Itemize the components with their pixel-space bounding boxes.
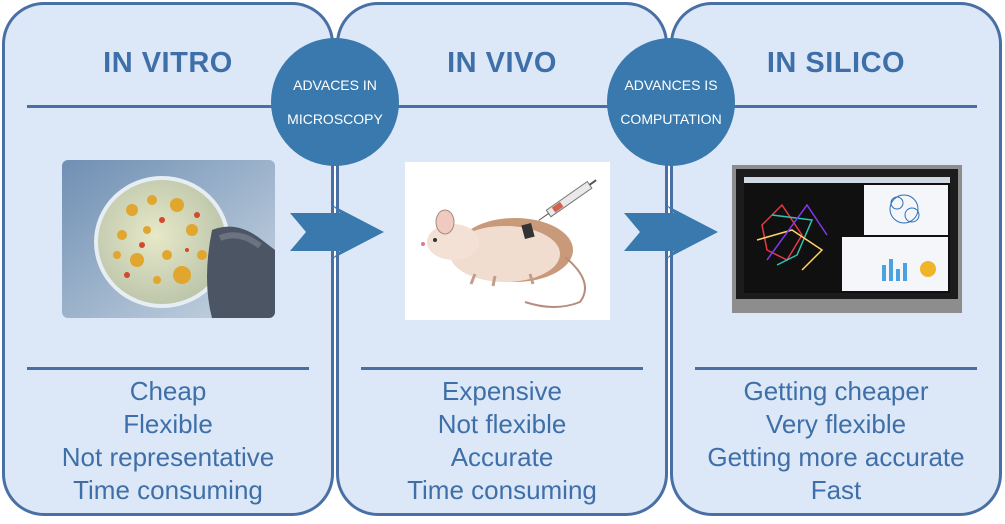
panel-title: IN VIVO: [447, 47, 557, 79]
badge-line: ADVANCES IS: [624, 76, 718, 93]
list-item: Accurate: [450, 442, 554, 472]
list-item: Time consuming: [73, 475, 263, 505]
lab-mouse-image: [405, 162, 610, 320]
transition-badge-microscopy: ADVACES IN MICROSCOPY: [271, 38, 399, 166]
attribute-list: Cheap Flexible Not representative Time c…: [5, 375, 331, 507]
list-item: Very flexible: [765, 409, 907, 439]
attribute-list: Expensive Not flexible Accurate Time con…: [339, 375, 665, 507]
divider: [361, 105, 643, 108]
list-item: Cheap: [129, 376, 207, 406]
petri-dish-image: [62, 160, 275, 318]
attribute-list: Getting cheaper Very flexible Getting mo…: [673, 375, 999, 507]
list-item: Getting cheaper: [743, 376, 929, 406]
list-item: Not representative: [61, 442, 275, 472]
panel-title: IN VITRO: [103, 47, 233, 79]
list-item: Not flexible: [437, 409, 567, 439]
transition-badge-computation: ADVANCES IS COMPUTATION: [607, 38, 735, 166]
divider: [695, 367, 977, 370]
badge-line: MICROSCOPY: [287, 110, 383, 127]
right-arrow-icon: [624, 205, 718, 259]
list-item: Time consuming: [407, 475, 597, 505]
panel-title: IN SILICO: [766, 47, 906, 79]
divider: [27, 367, 309, 370]
badge-line: ADVACES IN: [293, 76, 377, 93]
list-item: Getting more accurate: [707, 442, 965, 472]
right-arrow-icon: [290, 205, 384, 259]
divider: [695, 105, 977, 108]
list-item: Fast: [810, 475, 862, 505]
badge-line: COMPUTATION: [620, 110, 722, 127]
divider: [27, 105, 309, 108]
divider: [361, 367, 643, 370]
computer-monitor-image: [732, 165, 962, 313]
list-item: Expensive: [442, 376, 562, 406]
list-item: Flexible: [123, 409, 213, 439]
